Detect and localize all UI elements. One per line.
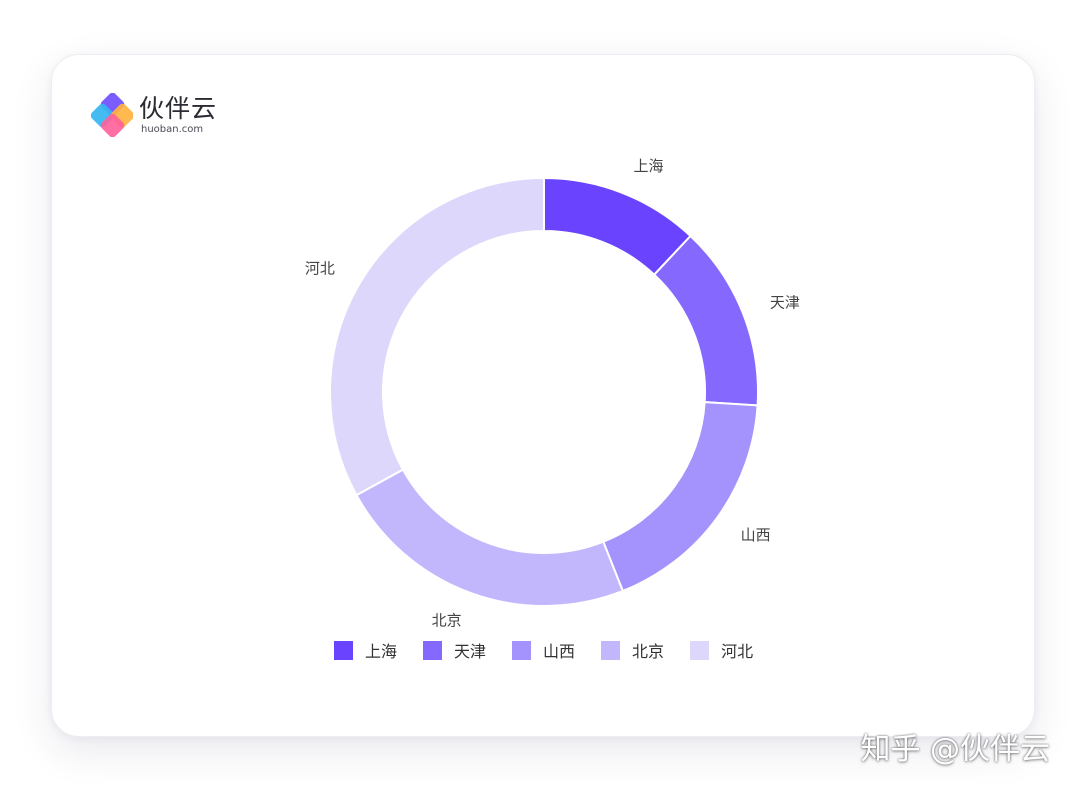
legend-label-3: 山西 (543, 642, 576, 661)
legend-label-1: 上海 (365, 642, 398, 661)
legend-swatch-4 (601, 640, 621, 660)
brand-domain: huoban.com (141, 124, 204, 135)
donut-slice-4[interactable] (355, 468, 625, 607)
slice-label-3: 山西 (741, 526, 771, 544)
legend-label-5: 河北 (721, 642, 754, 661)
slice-label-1: 上海 (633, 157, 663, 175)
donut-slice-2[interactable] (652, 234, 759, 407)
legend-swatch-5 (690, 640, 710, 660)
slice-label-5: 河北 (305, 259, 335, 277)
legend-label-4: 北京 (632, 642, 665, 661)
legend-item-4[interactable]: 北京 (601, 638, 664, 662)
legend-item-3[interactable]: 山西 (512, 638, 575, 662)
chart-card: 伙伴云 huoban.com 上海 天津 山西 北京 河北 上海 天津 山西 北京 河北 (51, 54, 1035, 737)
chart-legend: 上海 天津 山西 北京 河北 (334, 637, 779, 663)
legend-label-2: 天津 (454, 642, 487, 661)
slice-label-4: 北京 (432, 612, 462, 630)
slice-label-2: 天津 (770, 294, 800, 312)
donut-slice-5[interactable] (329, 176, 545, 497)
legend-swatch-2 (423, 640, 443, 660)
brand-logo-icon (91, 93, 133, 137)
donut-slice-3[interactable] (601, 401, 759, 593)
legend-swatch-3 (512, 640, 532, 660)
legend-item-2[interactable]: 天津 (423, 638, 486, 662)
legend-item-5[interactable]: 河北 (690, 638, 753, 662)
legend-swatch-1 (334, 640, 353, 660)
watermark: 知乎 @伙伴云 (860, 732, 1050, 767)
legend-item-1[interactable]: 上海 (334, 638, 397, 662)
brand-logo[interactable]: 伙伴云 huoban.com (91, 93, 251, 137)
brand-name: 伙伴云 (139, 94, 218, 123)
